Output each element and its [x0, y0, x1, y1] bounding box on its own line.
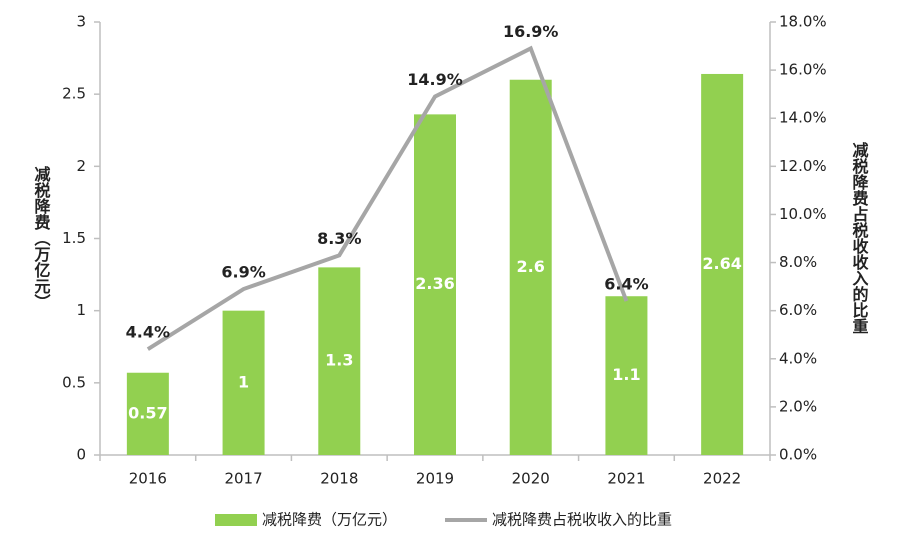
bar-value-label: 1.3 [325, 351, 353, 370]
y2-tick-label: 10.0% [779, 205, 827, 223]
x-tick-label: 2018 [320, 470, 358, 488]
y2-tick-label: 8.0% [779, 253, 817, 271]
x-tick-label: 2016 [129, 470, 167, 488]
y2-tick-label: 4.0% [779, 349, 817, 367]
y-tick-label: 0 [76, 446, 86, 464]
x-tick-label: 2019 [416, 470, 454, 488]
bar [605, 296, 648, 455]
bar [318, 267, 361, 455]
bar [222, 310, 265, 455]
y2-tick-label: 2.0% [779, 397, 817, 415]
x-tick-label: 2021 [607, 470, 645, 488]
y-axis-label: 减税降费（万亿元） [32, 165, 52, 310]
x-tick-label: 2020 [512, 470, 550, 488]
y-tick-label: 0.5 [62, 373, 86, 391]
line-value-label: 16.9% [503, 22, 559, 41]
y2-tick-label: 14.0% [779, 109, 827, 127]
bar-value-label: 2.64 [702, 254, 741, 273]
bar [509, 79, 552, 455]
line-value-label: 8.3% [317, 229, 361, 248]
legend-label: 减税降费占税收收入的比重 [492, 511, 672, 529]
y2-tick-label: 16.0% [779, 61, 827, 79]
bar-value-label: 2.6 [517, 257, 545, 276]
y-tick-label: 1.5 [62, 229, 86, 247]
line-value-label: 4.4% [126, 323, 170, 342]
line [146, 45, 629, 351]
legend-label: 减税降费（万亿元） [262, 511, 397, 529]
bar-value-label: 0.57 [128, 403, 167, 422]
y2-tick-label: 6.0% [779, 301, 817, 319]
line-value-label: 14.9% [407, 70, 463, 89]
bar [126, 372, 169, 455]
y2-tick-label: 18.0% [779, 13, 827, 31]
bar [414, 114, 456, 455]
y-tick-label: 2.5 [62, 85, 86, 103]
y-tick-label: 3 [76, 13, 86, 31]
legend-swatch [215, 514, 257, 526]
x-tick-label: 2022 [703, 470, 741, 488]
line-value-label: 6.9% [221, 263, 265, 282]
x-tick-label: 2017 [224, 470, 262, 488]
bar-value-label: 1.1 [612, 365, 640, 384]
bar-value-label: 1 [238, 372, 249, 391]
y-tick-label: 1 [76, 301, 86, 319]
y2-tick-label: 12.0% [779, 157, 827, 175]
line-value-label: 6.4% [604, 275, 648, 294]
y-tick-label: 2 [76, 157, 86, 175]
y2-tick-label: 0.0% [779, 446, 817, 464]
bar-value-label: 2.36 [415, 274, 454, 293]
bar [701, 73, 744, 456]
y2-axis-label: 减税降费占税收收入的比重 [850, 141, 869, 334]
